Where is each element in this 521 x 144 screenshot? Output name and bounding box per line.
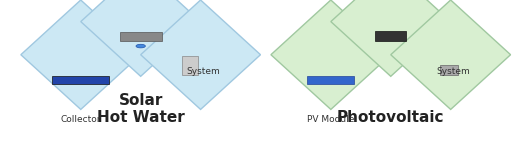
Text: Collector: Collector	[60, 115, 101, 124]
Text: Solar
Hot Water: Solar Hot Water	[97, 93, 184, 125]
Polygon shape	[21, 0, 141, 109]
Polygon shape	[391, 0, 511, 109]
Polygon shape	[141, 0, 260, 109]
Text: System: System	[187, 68, 220, 76]
FancyBboxPatch shape	[307, 76, 354, 84]
FancyBboxPatch shape	[440, 65, 458, 75]
FancyBboxPatch shape	[120, 32, 162, 41]
FancyBboxPatch shape	[182, 56, 198, 75]
Text: Photovoltaic: Photovoltaic	[337, 110, 444, 125]
Ellipse shape	[136, 44, 145, 48]
Polygon shape	[271, 0, 391, 109]
Polygon shape	[81, 0, 201, 76]
FancyBboxPatch shape	[52, 76, 109, 84]
Polygon shape	[331, 0, 451, 76]
Text: System: System	[437, 68, 470, 76]
Text: PV Module: PV Module	[307, 115, 354, 124]
FancyBboxPatch shape	[375, 31, 406, 41]
